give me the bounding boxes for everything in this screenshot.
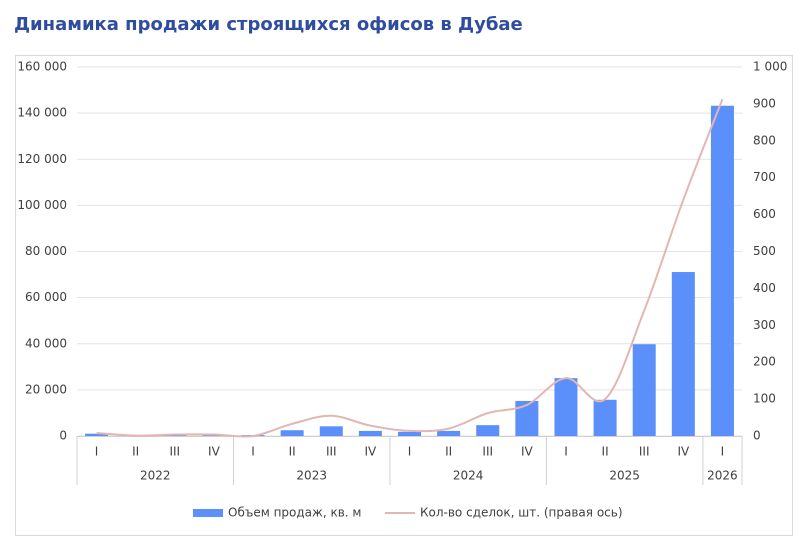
y2-tick-label: 400 <box>753 281 776 295</box>
x-tick-label: I <box>721 445 725 459</box>
y-tick-label: 0 <box>59 429 67 443</box>
y2-tick-label: 700 <box>753 170 776 184</box>
x-tick-label: IV <box>365 445 378 459</box>
bar <box>280 430 304 436</box>
bar <box>358 430 382 436</box>
x-tick-label: II <box>445 445 452 459</box>
x-tick-label: III <box>482 445 493 459</box>
y2-tick-label: 600 <box>753 207 776 221</box>
year-label: 2022 <box>140 469 171 483</box>
y-tick-label: 100 000 <box>17 198 67 212</box>
x-tick-label: I <box>251 445 255 459</box>
x-tick-label: II <box>602 445 609 459</box>
bar <box>476 425 500 436</box>
legend-label: Кол-во сделок, шт. (правая ось) <box>420 506 623 520</box>
year-label: 2025 <box>609 469 640 483</box>
bar <box>632 344 656 436</box>
x-tick-label: III <box>639 445 650 459</box>
y2-tick-label: 0 <box>753 429 761 443</box>
x-tick-label: IV <box>208 445 221 459</box>
line <box>96 98 724 438</box>
x-tick-label: IV <box>521 445 534 459</box>
y2-tick-label: 300 <box>753 318 776 332</box>
x-tick-label: I <box>95 445 99 459</box>
x-tick-label: I <box>408 445 412 459</box>
x-tick-label: IV <box>677 445 690 459</box>
bar <box>710 105 734 437</box>
x-tick-label: I <box>564 445 568 459</box>
bar <box>398 431 421 436</box>
y-tick-label: 160 000 <box>17 60 67 74</box>
bar <box>593 399 617 436</box>
year-label: 2023 <box>296 469 327 483</box>
year-label: 2024 <box>453 469 484 483</box>
year-label: 2026 <box>707 469 738 483</box>
y-tick-label: 80 000 <box>25 244 67 258</box>
bar <box>515 400 539 436</box>
bar <box>554 378 578 436</box>
y2-tick-label: 1 000 <box>753 60 787 74</box>
legend-label: Объем продаж, кв. м <box>228 506 361 520</box>
y-tick-label: 120 000 <box>17 152 67 166</box>
y2-tick-label: 800 <box>753 133 776 147</box>
legend-swatch <box>193 509 223 517</box>
y-tick-label: 140 000 <box>17 106 67 120</box>
y2-tick-label: 100 <box>753 392 776 406</box>
y-tick-label: 40 000 <box>25 336 67 350</box>
x-tick-label: III <box>169 445 180 459</box>
y-tick-label: 60 000 <box>25 290 67 304</box>
bar <box>437 430 461 436</box>
bar <box>319 426 343 436</box>
chart-title: Динамика продажи строящихся офисов в Дуб… <box>14 14 523 35</box>
x-tick-label: II <box>132 445 139 459</box>
bar <box>671 272 695 436</box>
y-tick-label: 20 000 <box>25 382 67 396</box>
y2-tick-label: 500 <box>753 244 776 258</box>
chart-border <box>15 55 793 536</box>
x-tick-label: II <box>289 445 296 459</box>
y2-tick-label: 900 <box>753 96 776 110</box>
bar <box>85 433 109 436</box>
x-tick-label: III <box>326 445 337 459</box>
y2-tick-label: 200 <box>753 355 776 369</box>
